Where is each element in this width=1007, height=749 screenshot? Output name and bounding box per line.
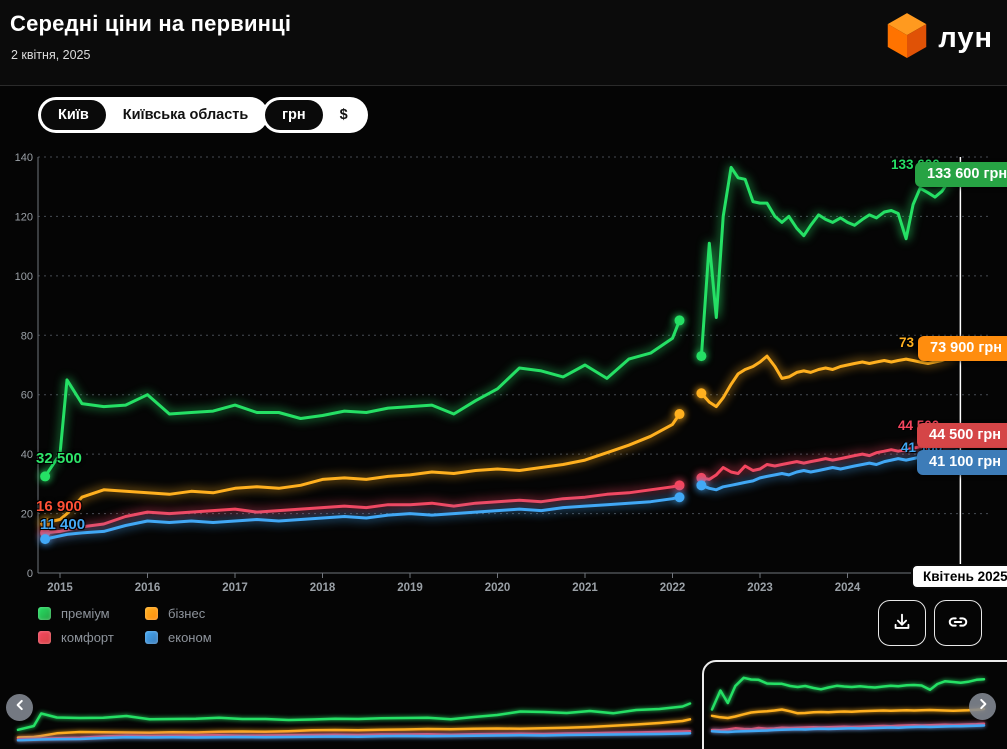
crosshair-date-label: Квітень 2025 xyxy=(911,564,1007,589)
series-line-економ[interactable] xyxy=(43,495,681,541)
currency-option-uah[interactable]: грн xyxy=(265,100,323,130)
page-title: Середні ціни на первинці xyxy=(10,11,292,36)
series-point-преміум xyxy=(40,471,51,482)
currency-toggle: грн $ xyxy=(262,97,368,133)
legend-item-business[interactable]: бізнес xyxy=(145,606,205,621)
cube-icon xyxy=(885,12,929,65)
navigator-line-бізнес[interactable] xyxy=(16,718,692,739)
y-tick-label: 0 xyxy=(27,568,33,580)
x-tick-label: 2020 xyxy=(485,582,511,594)
series-point-економ xyxy=(40,534,51,545)
series-line-бізнес[interactable] xyxy=(43,412,681,525)
navigator-line-преміум[interactable] xyxy=(16,702,692,732)
series-line-економ[interactable] xyxy=(699,449,959,492)
end-badge-business: 73 900 грн xyxy=(918,336,1007,361)
logo-text: лун xyxy=(938,22,993,54)
share-link-button[interactable] xyxy=(934,600,982,646)
legend-swatch-business xyxy=(145,607,158,620)
y-tick-label: 80 xyxy=(21,330,33,342)
y-tick-label: 60 xyxy=(21,390,33,402)
navigator-line-бізнес[interactable] xyxy=(710,707,986,720)
region-option-kyiv-oblast[interactable]: Київська область xyxy=(122,107,249,123)
y-tick-label: 20 xyxy=(21,509,33,521)
x-tick-label: 2015 xyxy=(47,582,73,594)
series-line-преміум[interactable] xyxy=(699,165,959,358)
series-point-бізнес xyxy=(40,517,51,528)
x-tick-label: 2016 xyxy=(135,582,161,594)
nav-prev-button[interactable] xyxy=(6,694,33,721)
nav-next-button[interactable] xyxy=(969,693,996,720)
currency-option-usd[interactable]: $ xyxy=(339,107,348,123)
end-badge-premium: 133 600 грн xyxy=(915,162,1007,187)
download-icon xyxy=(891,611,913,636)
legend-label-business: бізнес xyxy=(168,606,206,621)
series-point-бізнес xyxy=(674,409,685,420)
start-label-econom: 11 400 xyxy=(40,516,86,533)
navigator-line-економ[interactable] xyxy=(16,732,692,742)
download-button[interactable] xyxy=(878,600,926,646)
navigator-line-комфорт[interactable] xyxy=(16,730,692,741)
region-option-kyiv[interactable]: Київ xyxy=(41,100,106,130)
x-tick-label: 2017 xyxy=(222,582,248,594)
series-line-бізнес[interactable] xyxy=(699,351,959,409)
series-point-преміум xyxy=(696,351,707,362)
legend-label-comfort: комфорт xyxy=(61,630,114,645)
navigator-line-преміум[interactable] xyxy=(710,676,986,711)
start-label-premium: 32 500 xyxy=(36,450,82,467)
navigator-range-frame[interactable] xyxy=(702,660,1007,749)
series-point-економ xyxy=(696,480,707,491)
series-line-комфорт[interactable] xyxy=(43,483,681,535)
page-date: 2 квітня, 2025 xyxy=(11,48,91,62)
series-point-бізнес xyxy=(696,388,707,399)
legend-item-premium[interactable]: преміум xyxy=(38,606,110,621)
x-tick-label: 2021 xyxy=(572,582,598,594)
legend-swatch-econom xyxy=(145,631,158,644)
x-tick-label: 2019 xyxy=(397,582,423,594)
navigator-line-економ[interactable] xyxy=(710,724,986,734)
region-toggle: Київ Київська область xyxy=(38,97,269,133)
series-point-преміум xyxy=(674,315,685,326)
series-point-комфорт xyxy=(674,480,685,491)
x-tick-label: 2022 xyxy=(660,582,686,594)
x-tick-label: 2023 xyxy=(747,582,773,594)
y-tick-label: 100 xyxy=(15,271,33,283)
start-label-business: 16 900 xyxy=(36,498,82,515)
series-point-комфорт xyxy=(696,472,707,483)
navigator-line-комфорт[interactable] xyxy=(710,722,986,732)
y-tick-label: 40 xyxy=(21,449,33,461)
legend-label-econom: економ xyxy=(168,630,212,645)
link-icon xyxy=(947,611,969,636)
legend-swatch-premium xyxy=(38,607,51,620)
logo[interactable]: лун xyxy=(885,12,993,65)
end-badge-comfort: 44 500 грн xyxy=(917,423,1007,448)
end-badge-econom: 41 100 грн xyxy=(917,450,1007,475)
series-point-економ xyxy=(674,492,685,503)
x-tick-label: 2018 xyxy=(310,582,336,594)
chevron-left-icon xyxy=(13,698,27,717)
legend-item-econom[interactable]: економ xyxy=(145,630,212,645)
y-tick-label: 120 xyxy=(15,211,33,223)
x-tick-label: 2024 xyxy=(835,582,861,594)
legend-swatch-comfort xyxy=(38,631,51,644)
y-tick-label: 140 xyxy=(15,152,33,164)
series-line-преміум[interactable] xyxy=(43,318,681,478)
series-line-комфорт[interactable] xyxy=(699,439,959,481)
legend-label-premium: преміум xyxy=(61,606,110,621)
chevron-right-icon xyxy=(976,697,990,716)
header: Середні ціни на первинці 2 квітня, 2025 … xyxy=(0,0,1007,86)
legend-item-comfort[interactable]: комфорт xyxy=(38,630,114,645)
